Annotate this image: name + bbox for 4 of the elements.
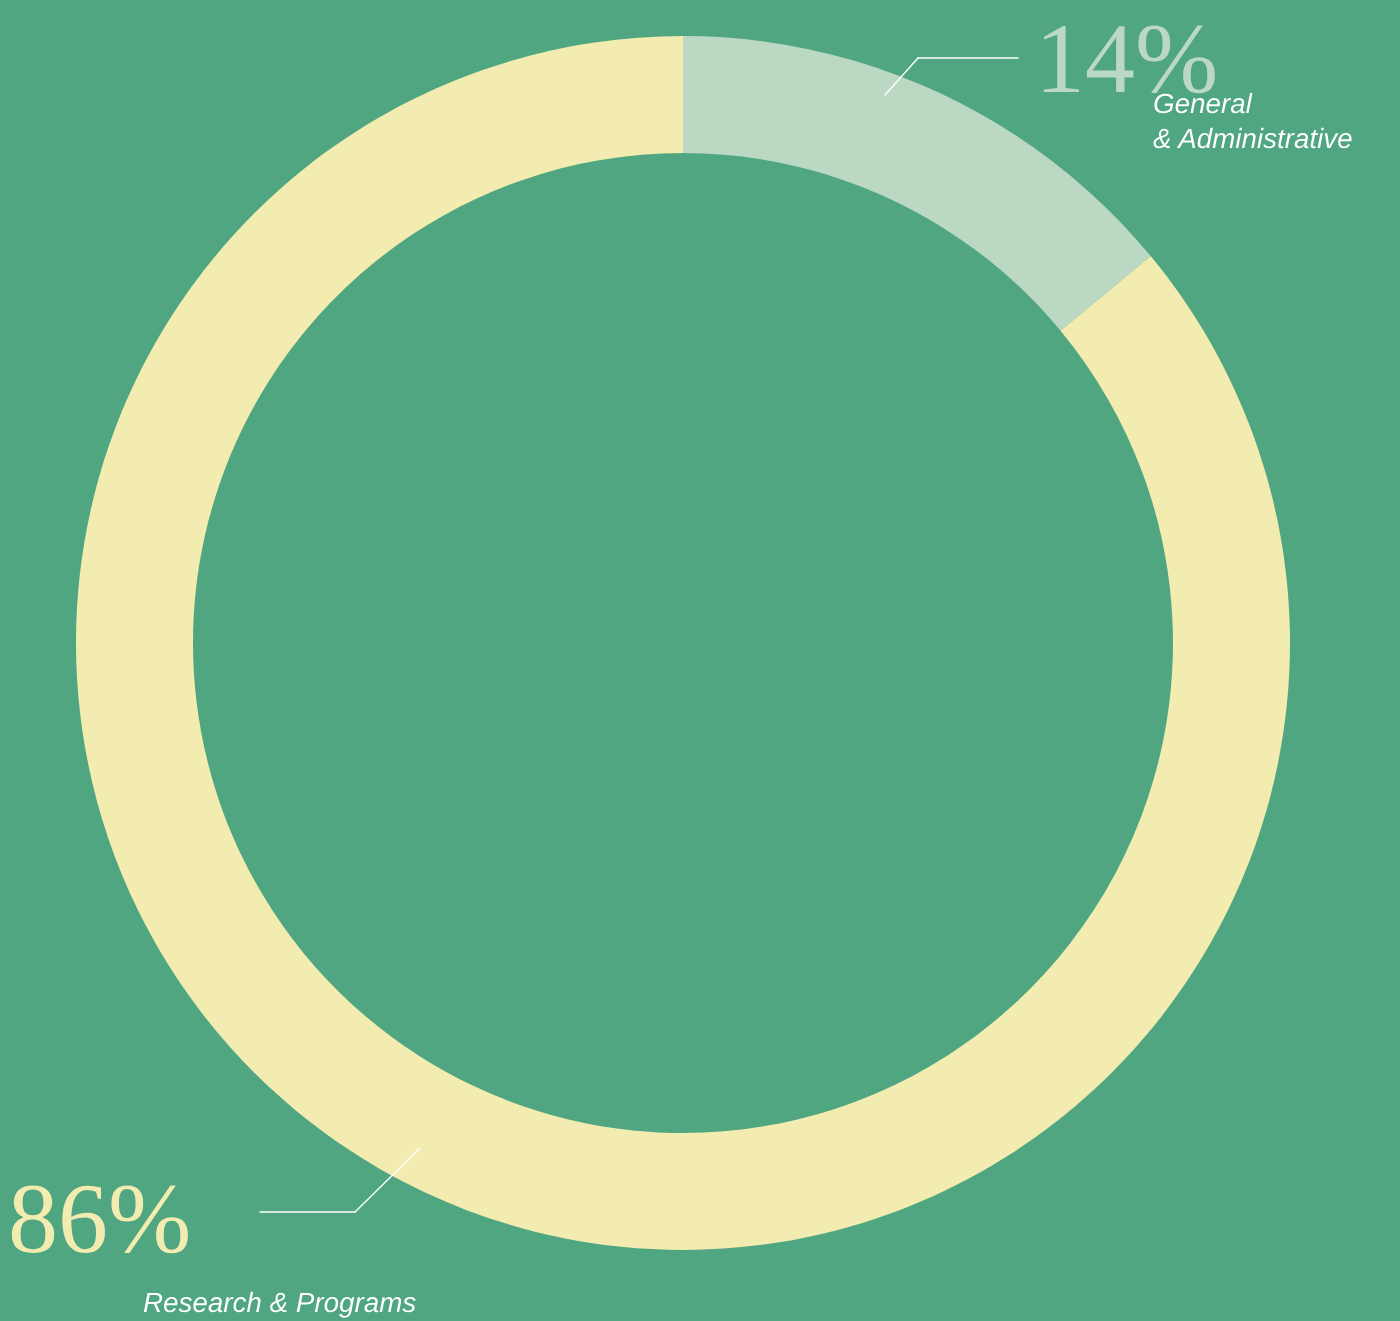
slice-label: Research & Programs xyxy=(143,1291,416,1318)
data-label: 86% xyxy=(11,1185,188,1254)
slice-label: General & Administrative xyxy=(1153,92,1352,149)
data-label: 14% xyxy=(1043,25,1215,94)
